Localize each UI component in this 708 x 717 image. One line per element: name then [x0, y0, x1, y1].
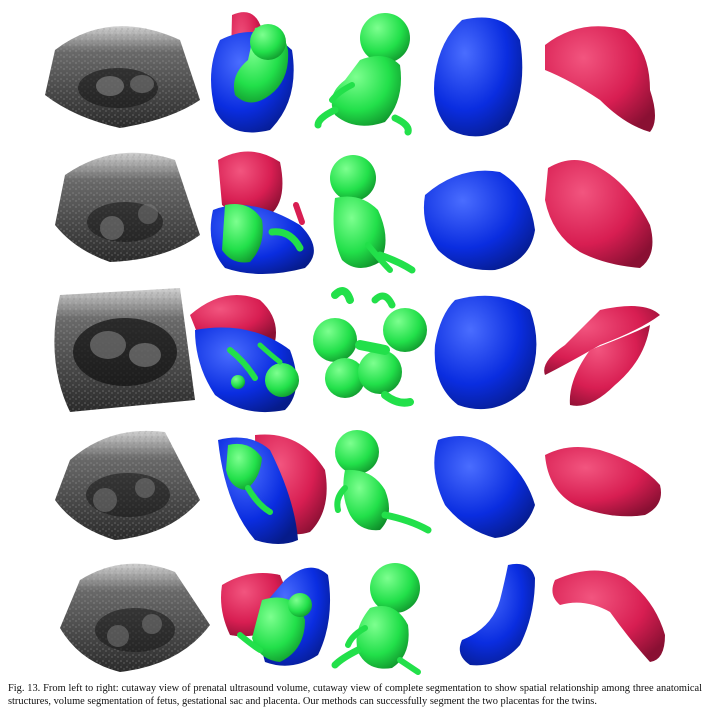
figure-panel: [45, 12, 665, 675]
fetus-segmentation-4: [334, 430, 432, 534]
complete-segmentation-2: [210, 151, 314, 274]
complete-segmentation-4: [218, 434, 327, 544]
fetus-segmentation-2: [330, 155, 416, 274]
row-4: [55, 430, 661, 544]
ultrasound-volume-2: [55, 152, 200, 262]
complete-segmentation-5: [221, 567, 331, 666]
row-5: [60, 563, 665, 675]
fetus-segmentation-3: [313, 287, 427, 407]
gestational-sac-segmentation-1: [434, 17, 523, 137]
fetus-segmentation-5: [331, 563, 421, 675]
placenta-segmentation-5: [552, 570, 665, 662]
complete-segmentation-3: [190, 295, 299, 413]
gestational-sac-segmentation-3: [434, 295, 537, 410]
row-1: [45, 12, 655, 137]
row-3: [54, 287, 660, 413]
complete-segmentation-1: [211, 12, 294, 133]
placenta-segmentation-4: [545, 446, 661, 517]
ultrasound-volume-4: [55, 430, 200, 540]
placenta-segmentation-3: [544, 306, 660, 406]
fetus-segmentation-1: [314, 13, 412, 136]
ultrasound-volume-1: [45, 26, 200, 128]
caption-text: From left to right: cutaway view of pren…: [8, 683, 702, 707]
caption-label: Fig. 13.: [8, 683, 41, 694]
figure-caption: Fig. 13. From left to right: cutaway vie…: [8, 682, 702, 708]
ultrasound-volume-3: [54, 288, 195, 412]
gestational-sac-segmentation-5: [459, 563, 535, 666]
row-2: [55, 151, 653, 274]
placenta-segmentation-2: [545, 160, 653, 268]
gestational-sac-segmentation-2: [423, 170, 535, 271]
ultrasound-volume-5: [60, 563, 210, 672]
placenta-segmentation-1: [545, 26, 655, 132]
gestational-sac-segmentation-4: [434, 436, 535, 538]
